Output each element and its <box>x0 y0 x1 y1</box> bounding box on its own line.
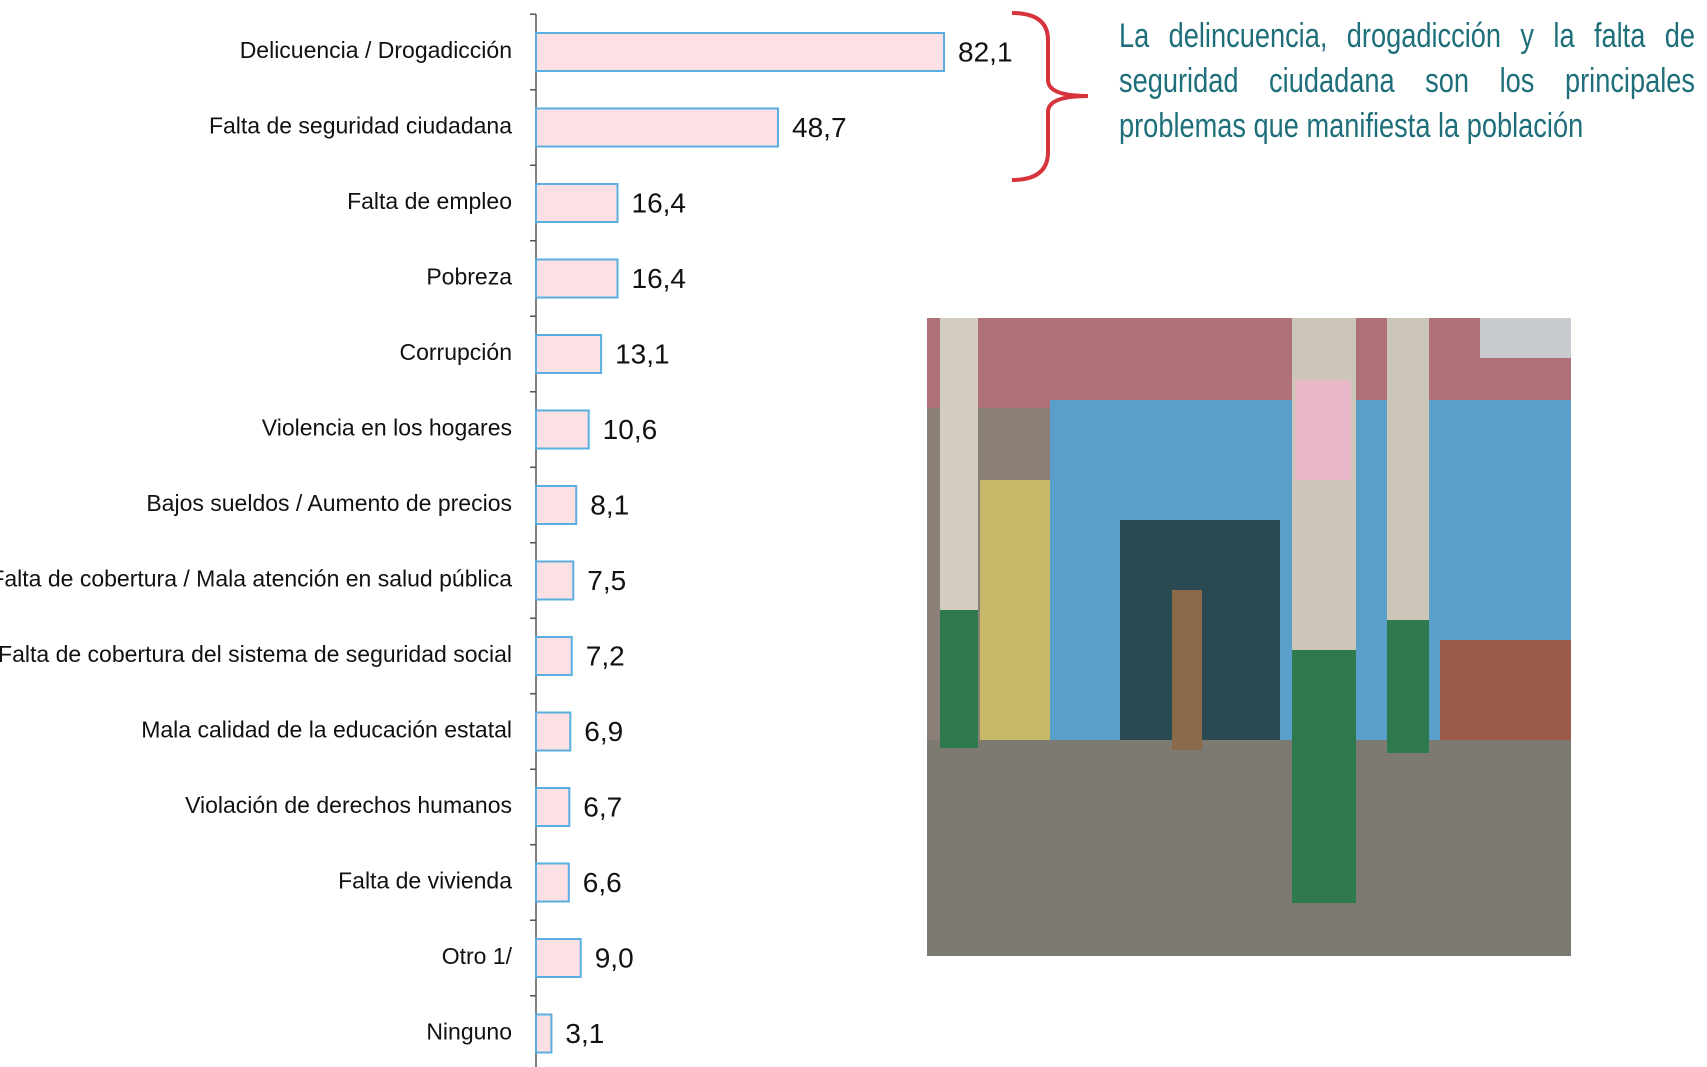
value-label: 6,6 <box>583 867 622 898</box>
category-label: Violencia en los hogares <box>262 415 512 441</box>
value-label: 16,4 <box>632 187 687 218</box>
category-label: Falta de empleo <box>347 188 512 214</box>
bracket <box>1011 11 1089 182</box>
category-label: Corrupción <box>400 339 513 365</box>
category-label: Otro 1/ <box>442 943 513 969</box>
bar <box>535 1013 553 1054</box>
annotation: La delincuencia, drogadicción y la falta… <box>1119 17 1695 145</box>
category-label: Ninguno <box>426 1019 512 1045</box>
category-label: Falta de cobertura / Mala atención en sa… <box>0 566 512 592</box>
bar <box>535 787 571 827</box>
bar <box>535 107 780 148</box>
value-label: 48,7 <box>792 112 847 143</box>
category-label: Delicuencia / Drogadicción <box>240 37 512 63</box>
category-label: Mala calidad de la educación estatal <box>141 717 512 743</box>
value-label: 9,0 <box>595 942 634 973</box>
bar <box>535 560 575 601</box>
category-label: Falta de vivienda <box>338 868 512 894</box>
value-label: 6,7 <box>583 791 622 822</box>
value-label: 7,2 <box>586 640 625 671</box>
bar <box>535 711 572 752</box>
bar <box>535 862 570 903</box>
value-label: 8,1 <box>590 489 629 520</box>
value-label: 82,1 <box>958 36 1013 67</box>
bar <box>535 32 946 72</box>
value-label: 10,6 <box>603 414 658 445</box>
category-label: Pobreza <box>426 264 512 290</box>
value-label: 13,1 <box>615 338 670 369</box>
value-label: 6,9 <box>584 716 623 747</box>
category-label: Violación de derechos humanos <box>185 792 512 818</box>
bar <box>535 938 582 978</box>
bar <box>535 485 578 525</box>
photo <box>927 318 1571 956</box>
category-label: Falta de cobertura del sistema de seguri… <box>0 641 512 667</box>
value-label: 16,4 <box>632 263 687 294</box>
category-label: Bajos sueldos / Aumento de precios <box>146 490 512 516</box>
bar <box>535 258 619 299</box>
bar <box>535 334 603 374</box>
value-label: 3,1 <box>565 1018 604 1049</box>
value-label: 7,5 <box>587 565 626 596</box>
bar <box>535 409 590 450</box>
category-label: Falta de seguridad ciudadana <box>209 113 512 139</box>
bar <box>535 636 573 676</box>
bar <box>535 183 619 223</box>
